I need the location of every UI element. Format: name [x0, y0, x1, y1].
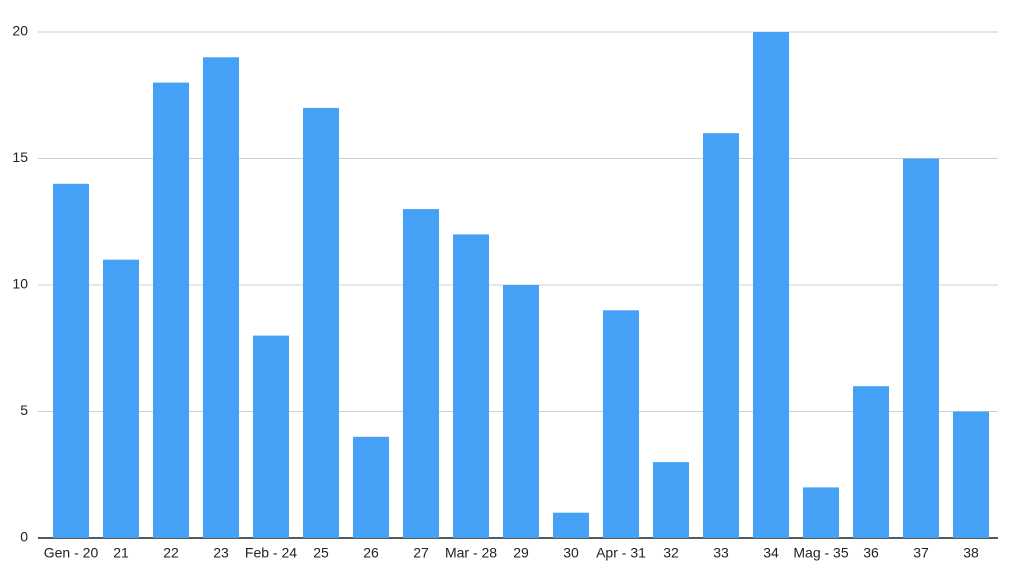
- x-tick-label: Mar - 28: [445, 545, 497, 561]
- bar: [753, 32, 789, 538]
- bar: [703, 133, 739, 538]
- y-tick-label: 5: [20, 402, 28, 418]
- x-tick-label: 23: [213, 545, 229, 561]
- bar: [103, 259, 139, 538]
- x-tick-label: 36: [863, 545, 879, 561]
- bar: [453, 234, 489, 538]
- x-tick-label: Feb - 24: [245, 545, 297, 561]
- bar: [403, 209, 439, 538]
- x-tick-label: 27: [413, 545, 429, 561]
- y-tick-label: 0: [20, 529, 28, 545]
- bar: [903, 158, 939, 538]
- x-tick-label: 38: [963, 545, 979, 561]
- x-tick-label: 30: [563, 545, 579, 561]
- bar: [503, 285, 539, 538]
- bar: [553, 512, 589, 538]
- x-tick-label: Mag - 35: [793, 545, 848, 561]
- x-tick-label: 25: [313, 545, 329, 561]
- bar: [303, 107, 339, 539]
- bar: [653, 462, 689, 538]
- bar: [353, 436, 389, 538]
- x-tick-label: 32: [663, 545, 679, 561]
- x-tick-label: 26: [363, 545, 379, 561]
- x-tick-label: 21: [113, 545, 129, 561]
- x-tick-label: 34: [763, 545, 779, 561]
- x-tick-label: Apr - 31: [596, 545, 646, 561]
- x-tick-label: 22: [163, 545, 179, 561]
- bar: [53, 183, 89, 539]
- x-tick-label: 37: [913, 545, 929, 561]
- bar: [603, 310, 639, 538]
- y-tick-label: 20: [12, 23, 28, 39]
- bar: [853, 386, 889, 538]
- x-tick-label: 29: [513, 545, 529, 561]
- x-tick-label: 33: [713, 545, 729, 561]
- y-tick-label: 10: [12, 276, 28, 292]
- bar: [153, 82, 189, 538]
- bar: [953, 411, 989, 538]
- bar: [253, 335, 289, 538]
- bar: [203, 57, 239, 539]
- y-tick-label: 15: [12, 149, 28, 165]
- x-tick-label: Gen - 20: [44, 545, 99, 561]
- bar: [803, 487, 839, 538]
